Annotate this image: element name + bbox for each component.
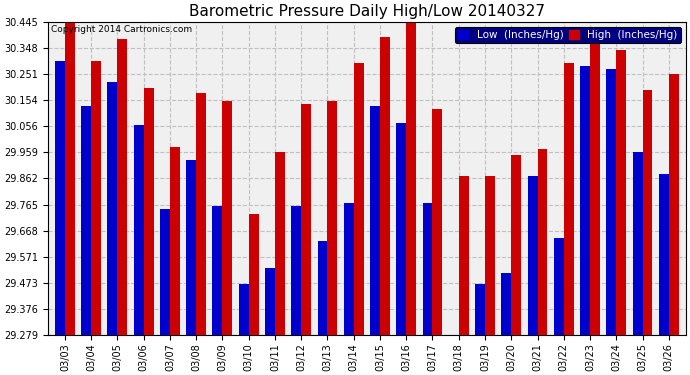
Bar [633,152,642,335]
Bar [433,109,442,335]
Bar [501,273,511,335]
Bar [380,36,390,335]
Bar [564,63,573,335]
Bar [213,206,222,335]
Bar [607,69,616,335]
Bar [81,106,91,335]
Bar [538,149,547,335]
Bar [554,238,564,335]
Bar [511,155,521,335]
Bar [590,34,600,335]
Legend: Low  (Inches/Hg), High  (Inches/Hg): Low (Inches/Hg), High (Inches/Hg) [455,27,680,43]
Title: Barometric Pressure Daily High/Low 20140327: Barometric Pressure Daily High/Low 20140… [189,4,545,19]
Bar [616,50,627,335]
Bar [302,104,311,335]
Bar [459,176,469,335]
Bar [196,93,206,335]
Bar [406,23,416,335]
Bar [55,61,65,335]
Bar [134,125,144,335]
Bar [485,176,495,335]
Bar [669,74,679,335]
Bar [160,209,170,335]
Text: Copyright 2014 Cartronics.com: Copyright 2014 Cartronics.com [51,25,193,34]
Bar [370,106,380,335]
Bar [265,268,275,335]
Bar [170,147,180,335]
Bar [328,101,337,335]
Bar [117,39,128,335]
Bar [422,203,433,335]
Bar [248,214,259,335]
Bar [186,160,196,335]
Bar [91,61,101,335]
Bar [659,174,669,335]
Bar [239,284,248,335]
Bar [291,206,302,335]
Bar [354,63,364,335]
Bar [580,66,590,335]
Bar [108,82,117,335]
Bar [317,241,328,335]
Bar [642,90,653,335]
Bar [222,101,233,335]
Bar [275,152,285,335]
Bar [475,284,485,335]
Bar [344,203,354,335]
Bar [144,88,154,335]
Bar [396,123,406,335]
Bar [528,176,538,335]
Bar [65,23,75,335]
